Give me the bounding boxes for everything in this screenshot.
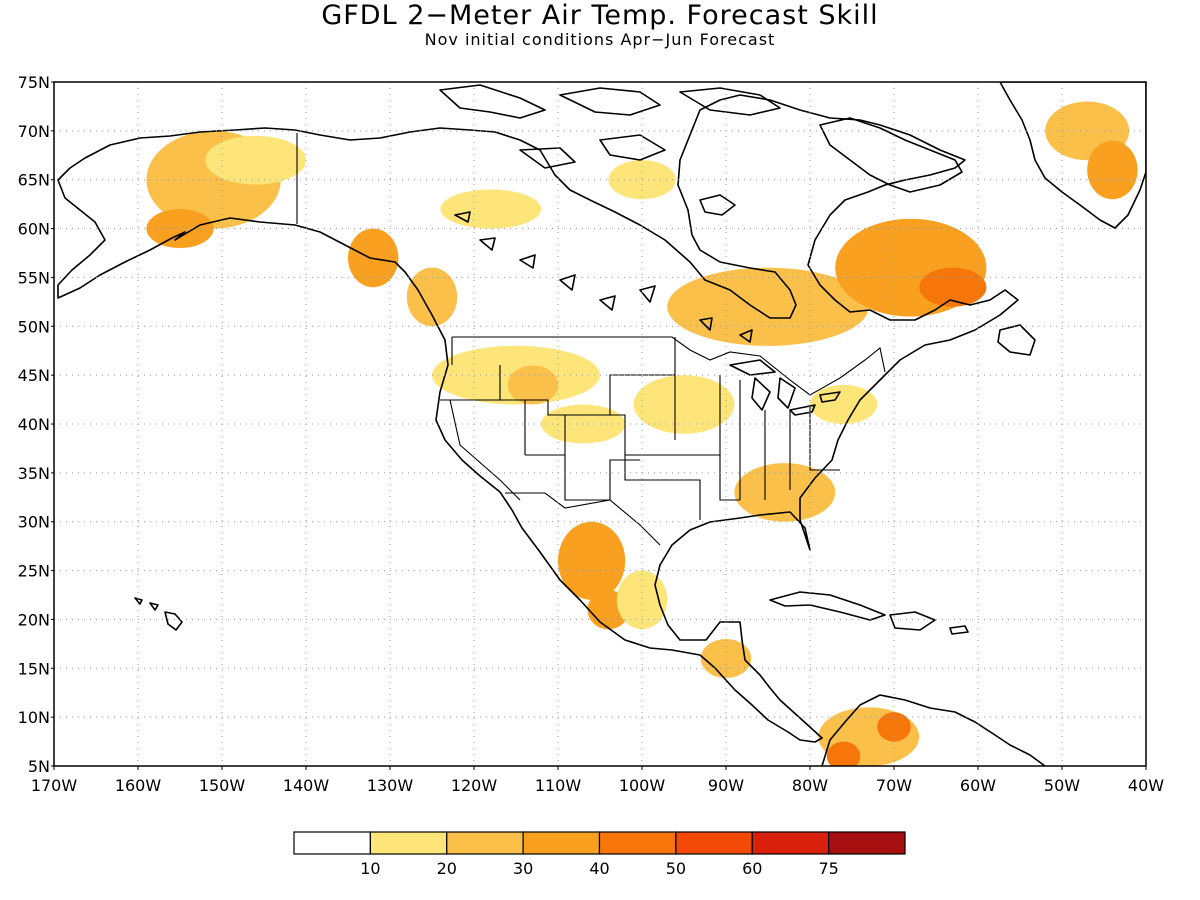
latitude-label: 55N: [18, 268, 50, 287]
skill-patch: [507, 365, 558, 405]
latitude-label: 30N: [18, 513, 50, 532]
longitude-label: 130W: [367, 776, 414, 795]
mexico-us-border: [505, 492, 661, 546]
skill-patch: [205, 135, 306, 185]
skill-patch: [877, 712, 911, 742]
skill-patch: [826, 741, 861, 766]
latitude-label: 75N: [18, 73, 50, 92]
colorbar-tick-label: 75: [818, 859, 838, 878]
north-america-coastline: [57, 94, 1019, 743]
latitude-label: 60N: [18, 220, 50, 239]
map-title: GFDL 2−Meter Air Temp. Forecast Skill: [321, 0, 879, 31]
newfoundland-coastline: [997, 324, 1036, 356]
latitude-label: 40N: [18, 415, 50, 434]
arctic-islands-coastline: [439, 84, 781, 169]
longitude-label: 150W: [199, 776, 246, 795]
colorbar-tick-label: 10: [360, 859, 380, 878]
latitude-labels: 75N 70N 65N 60N 55N 50N 45N 40N 35N 30N 25N 20N 15N 1…: [18, 73, 54, 776]
longitude-label: 50W: [1044, 776, 1080, 795]
colorbar-tick-label: 50: [666, 859, 686, 878]
latitude-label: 50N: [18, 317, 50, 336]
canadian-lakes-outline: [454, 211, 753, 343]
colorbar-swatch: [369, 831, 448, 855]
longitude-label: 80W: [792, 776, 828, 795]
longitude-label: 170W: [31, 776, 78, 795]
hispaniola-coastline: [889, 611, 969, 635]
longitude-label: 110W: [535, 776, 582, 795]
state-boundaries: [296, 133, 886, 546]
colorbar: 10 20 30 40 50 60 75: [293, 831, 906, 878]
colorbar-swatch: [293, 831, 371, 855]
latitude-label: 5N: [28, 757, 50, 776]
skill-patch: [558, 521, 626, 600]
south-america-coastline: [821, 694, 1046, 766]
baffin-island-coastline: [819, 117, 963, 193]
latitude-label: 45N: [18, 366, 50, 385]
latitude-label: 65N: [18, 171, 50, 190]
skill-patch: [734, 463, 836, 522]
longitude-label: 40W: [1128, 776, 1164, 795]
hawaii-coastline: [134, 597, 183, 631]
us-canada-border: [452, 336, 886, 396]
colorbar-tick-label: 30: [513, 859, 533, 878]
skill-patch: [616, 570, 668, 630]
greenland-coastline: [999, 82, 1146, 229]
latitude-label: 70N: [18, 122, 50, 141]
coastlines: [57, 82, 1146, 766]
longitude-label: 70W: [876, 776, 912, 795]
longitude-label: 140W: [283, 776, 330, 795]
map-subtitle: Nov initial conditions Apr−Jun Forecast: [424, 30, 776, 49]
graticule: [54, 82, 1146, 766]
latitude-label: 10N: [18, 708, 50, 727]
skill-patch: [541, 404, 626, 444]
longitude-label: 160W: [115, 776, 162, 795]
great-lakes-outline: [729, 359, 841, 416]
longitude-label: 100W: [619, 776, 666, 795]
colorbar-swatch: [522, 831, 601, 855]
us-state-lines: [440, 337, 840, 520]
skill-patch: [667, 267, 869, 346]
colorbar-tick-label: 60: [742, 859, 762, 878]
skill-patch: [440, 189, 542, 229]
skill-patch: [810, 384, 878, 425]
cuba-coastline: [769, 591, 886, 621]
colorbar-swatch: [598, 831, 677, 855]
skill-patch: [1087, 140, 1138, 200]
skill-patch: [633, 375, 735, 434]
longitude-label: 60W: [960, 776, 996, 795]
skill-patch: [406, 267, 458, 327]
colorbar-swatch: [751, 831, 830, 855]
latitude-label: 20N: [18, 610, 50, 629]
colorbar-swatch: [828, 831, 906, 855]
colorbar-tick-label: 20: [437, 859, 457, 878]
latitude-label: 15N: [18, 659, 50, 678]
colorbar-tick-label: 40: [589, 859, 609, 878]
colorbar-swatch: [675, 831, 753, 855]
longitude-label: 90W: [708, 776, 744, 795]
longitude-label: 120W: [451, 776, 498, 795]
latitude-label: 35N: [18, 464, 50, 483]
latitude-label: 25N: [18, 562, 50, 581]
colorbar-swatch: [446, 831, 524, 855]
southampton-island-coastline: [699, 194, 736, 216]
longitude-labels: 170W 160W 150W 140W 130W 120W 110W 100W 90W 80W 70…: [31, 766, 1164, 795]
